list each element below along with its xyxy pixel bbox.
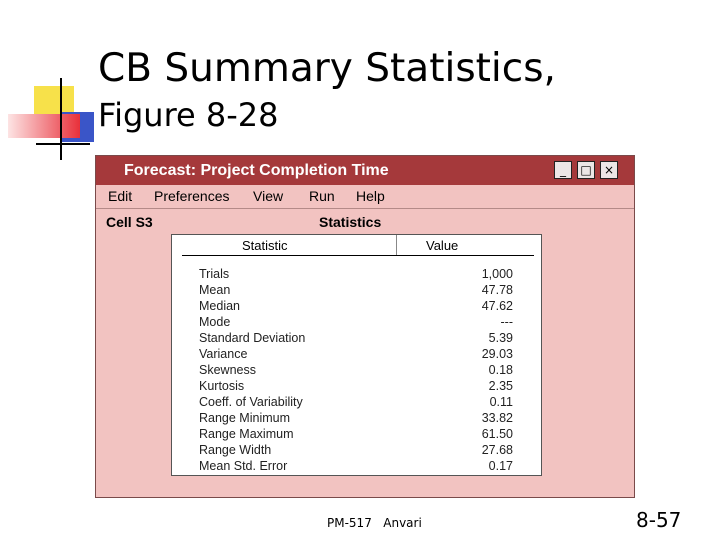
table-row: Range Minimum 33.82 bbox=[172, 411, 543, 427]
statistics-table: Statistic Value Trials 1,000 Mean 47.78 … bbox=[171, 234, 542, 476]
statistic-label: Trials bbox=[199, 267, 230, 281]
table-row: Skewness 0.18 bbox=[172, 363, 543, 379]
statistic-value: 29.03 bbox=[481, 347, 513, 361]
menu-preferences[interactable]: Preferences bbox=[154, 188, 230, 204]
statistic-value: 2.35 bbox=[488, 379, 513, 393]
deco-red-bar bbox=[8, 114, 80, 138]
maximize-icon[interactable]: □ bbox=[577, 161, 595, 179]
statistic-label: Variance bbox=[199, 347, 248, 361]
statistic-value: 5.39 bbox=[488, 331, 513, 345]
statistic-value: 1,000 bbox=[481, 267, 513, 281]
statistic-value: 61.50 bbox=[481, 427, 513, 441]
cell-label: Cell S3 bbox=[106, 214, 153, 230]
table-row: Kurtosis 2.35 bbox=[172, 379, 543, 395]
column-header-value: Value bbox=[426, 238, 459, 253]
section-title: Statistics bbox=[319, 214, 382, 230]
menu-help[interactable]: Help bbox=[356, 188, 385, 204]
table-row: Variance 29.03 bbox=[172, 347, 543, 363]
statistic-label: Range Maximum bbox=[199, 427, 294, 441]
window-titlebar[interactable]: Forecast: Project Completion Time _ □ × bbox=[96, 156, 634, 185]
statistic-value: 33.82 bbox=[481, 411, 513, 425]
statistic-value: 0.18 bbox=[488, 363, 513, 377]
statistic-label: Kurtosis bbox=[199, 379, 245, 393]
menu-run[interactable]: Run bbox=[309, 188, 335, 204]
statistic-label: Median bbox=[199, 299, 240, 313]
column-divider bbox=[396, 235, 397, 255]
deco-horizontal-line bbox=[36, 143, 90, 145]
statistic-label: Skewness bbox=[199, 363, 256, 377]
window-title: Forecast: Project Completion Time bbox=[124, 162, 389, 179]
slide-page-number: 8-57 bbox=[636, 508, 682, 532]
table-row: Median 47.62 bbox=[172, 299, 543, 315]
forecast-window: Forecast: Project Completion Time _ □ × … bbox=[95, 155, 635, 498]
close-icon[interactable]: × bbox=[600, 161, 618, 179]
table-row: Range Maximum 61.50 bbox=[172, 427, 543, 443]
statistic-label: Mean Std. Error bbox=[199, 459, 288, 473]
table-row: Mean Std. Error 0.17 bbox=[172, 459, 543, 475]
statistic-label: Mode bbox=[199, 315, 231, 329]
table-row: Trials 1,000 bbox=[172, 267, 543, 283]
statistic-label: Mean bbox=[199, 283, 231, 297]
column-header-statistic: Statistic bbox=[242, 238, 288, 253]
table-row: Coeff. of Variability 0.11 bbox=[172, 395, 543, 411]
statistic-value: --- bbox=[500, 315, 514, 329]
slide-title-line2: Figure 8-28 bbox=[98, 96, 279, 134]
slide-title-line1: CB Summary Statistics, bbox=[98, 46, 556, 91]
table-row: Range Width 27.68 bbox=[172, 443, 543, 459]
statistic-label: Standard Deviation bbox=[199, 331, 306, 345]
statistic-value: 47.62 bbox=[481, 299, 513, 313]
statistic-label: Range Width bbox=[199, 443, 272, 457]
deco-vertical-line bbox=[60, 78, 62, 160]
statistic-label: Range Minimum bbox=[199, 411, 291, 425]
menu-view[interactable]: View bbox=[253, 188, 284, 204]
table-row: Mean 47.78 bbox=[172, 283, 543, 299]
statistic-label: Coeff. of Variability bbox=[199, 395, 303, 409]
statistic-value: 0.11 bbox=[489, 395, 513, 409]
statistic-value: 47.78 bbox=[481, 283, 513, 297]
header-rule bbox=[182, 255, 534, 256]
minimize-icon[interactable]: _ bbox=[554, 161, 572, 179]
statistic-value: 0.17 bbox=[488, 459, 513, 473]
statistic-value: 27.68 bbox=[481, 443, 513, 457]
menu-edit[interactable]: Edit bbox=[108, 188, 133, 204]
table-row: Mode --- bbox=[172, 315, 543, 331]
menu-bar: Edit Preferences View Run Help bbox=[96, 185, 634, 209]
slide-footer: PM-517 Anvari bbox=[327, 516, 422, 530]
table-row: Standard Deviation 5.39 bbox=[172, 331, 543, 347]
